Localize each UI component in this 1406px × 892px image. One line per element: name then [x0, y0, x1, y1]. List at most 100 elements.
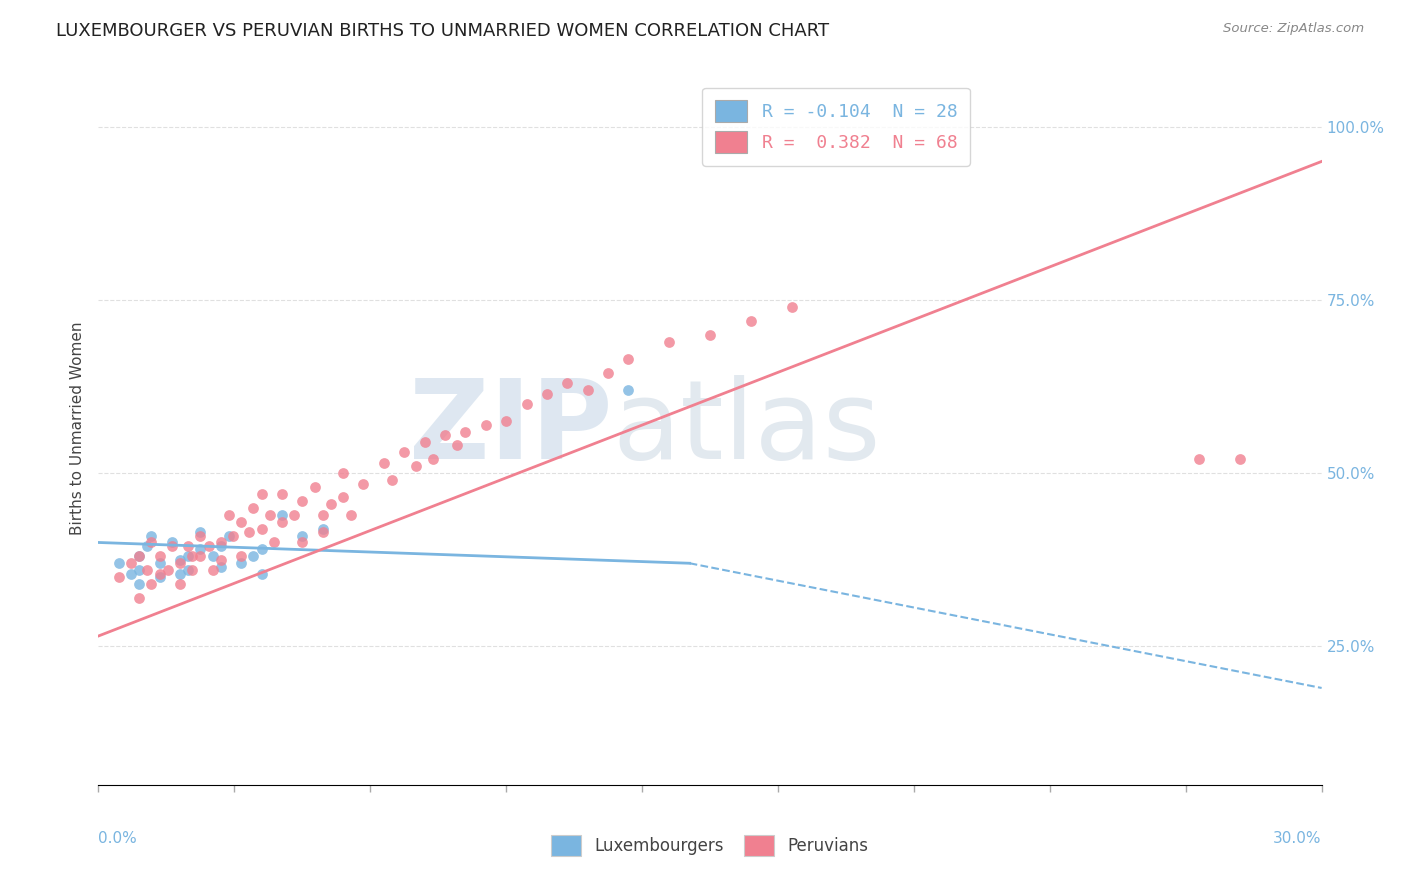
Point [352, 476, 374, 491]
Point [598, 366, 620, 380]
Point [780, 300, 803, 314]
Point [454, 425, 477, 439]
Point [177, 563, 200, 577]
Point [209, 553, 232, 567]
Text: 0.0%: 0.0% [98, 831, 138, 846]
Point [242, 549, 264, 564]
Point [319, 497, 342, 511]
Point [263, 535, 285, 549]
Point [312, 522, 335, 536]
Point [617, 383, 640, 397]
Point [156, 563, 179, 577]
Point [169, 566, 191, 581]
Point [149, 566, 172, 581]
Point [128, 549, 150, 564]
Point [381, 473, 404, 487]
Point [108, 556, 131, 570]
Point [128, 563, 150, 577]
Point [495, 414, 517, 428]
Point [218, 508, 240, 522]
Point [128, 591, 150, 605]
Point [136, 563, 159, 577]
Point [1188, 452, 1211, 467]
Point [740, 314, 762, 328]
Point [340, 508, 363, 522]
Text: 30.0%: 30.0% [1274, 831, 1322, 846]
Point [181, 549, 204, 564]
Point [250, 522, 273, 536]
Point [209, 539, 232, 553]
Point [141, 577, 163, 591]
Point [250, 566, 273, 581]
Point [177, 539, 200, 553]
Y-axis label: Births to Unmarried Women: Births to Unmarried Women [69, 321, 84, 535]
Point [332, 466, 354, 480]
Text: ZIP: ZIP [409, 375, 612, 482]
Point [231, 549, 253, 564]
Point [373, 456, 395, 470]
Point [434, 428, 457, 442]
Point [218, 528, 240, 542]
Point [259, 508, 281, 522]
Point [149, 549, 172, 564]
Point [291, 535, 314, 549]
Point [304, 480, 326, 494]
Legend: Luxembourgers, Peruvians: Luxembourgers, Peruvians [544, 829, 876, 863]
Point [169, 577, 191, 591]
Point [120, 566, 142, 581]
Point [238, 525, 260, 540]
Point [291, 528, 314, 542]
Point [141, 528, 163, 542]
Point [169, 556, 191, 570]
Point [392, 445, 416, 459]
Point [209, 535, 232, 549]
Point [536, 386, 558, 401]
Point [576, 383, 599, 397]
Point [188, 549, 212, 564]
Point [108, 570, 131, 584]
Point [222, 528, 245, 542]
Point [149, 570, 172, 584]
Point [128, 549, 150, 564]
Point [201, 549, 224, 564]
Point [188, 528, 212, 542]
Point [149, 556, 172, 570]
Point [188, 542, 212, 557]
Point [197, 539, 219, 553]
Point [136, 539, 159, 553]
Point [516, 397, 538, 411]
Point [270, 487, 294, 501]
Point [120, 556, 142, 570]
Point [658, 334, 681, 349]
Point [242, 500, 264, 515]
Point [617, 351, 640, 366]
Point [270, 508, 294, 522]
Text: Source: ZipAtlas.com: Source: ZipAtlas.com [1223, 22, 1364, 36]
Point [312, 525, 335, 540]
Point [169, 553, 191, 567]
Point [128, 577, 150, 591]
Point [209, 559, 232, 574]
Point [1229, 452, 1251, 467]
Point [250, 487, 273, 501]
Point [291, 494, 314, 508]
Point [201, 563, 224, 577]
Text: atlas: atlas [612, 375, 880, 482]
Point [312, 508, 335, 522]
Point [160, 535, 183, 549]
Point [141, 535, 163, 549]
Point [231, 556, 253, 570]
Point [160, 539, 183, 553]
Point [474, 417, 498, 432]
Point [422, 452, 444, 467]
Point [177, 549, 200, 564]
Point [188, 525, 212, 540]
Point [181, 563, 204, 577]
Point [270, 515, 294, 529]
Point [405, 459, 427, 474]
Point [283, 508, 305, 522]
Point [446, 438, 468, 452]
Text: LUXEMBOURGER VS PERUVIAN BIRTHS TO UNMARRIED WOMEN CORRELATION CHART: LUXEMBOURGER VS PERUVIAN BIRTHS TO UNMAR… [56, 22, 830, 40]
Point [250, 542, 273, 557]
Point [555, 376, 579, 391]
